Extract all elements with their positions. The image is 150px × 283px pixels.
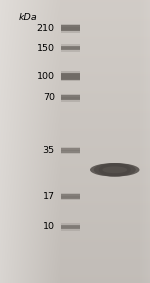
Bar xyxy=(61,194,80,199)
Text: 35: 35 xyxy=(43,146,55,155)
Text: kDa: kDa xyxy=(19,13,38,22)
Ellipse shape xyxy=(102,166,127,173)
Text: 100: 100 xyxy=(37,72,55,81)
Bar xyxy=(61,44,80,49)
Bar xyxy=(61,95,80,100)
Ellipse shape xyxy=(94,163,136,177)
Bar xyxy=(61,193,80,198)
Bar xyxy=(61,46,80,50)
Text: 10: 10 xyxy=(43,222,55,231)
Ellipse shape xyxy=(99,163,131,177)
Bar xyxy=(61,150,80,154)
Bar xyxy=(61,71,80,78)
Bar xyxy=(61,226,80,231)
Bar xyxy=(61,148,80,153)
Bar xyxy=(61,25,80,31)
Bar xyxy=(61,47,80,52)
Bar xyxy=(61,225,80,229)
Bar xyxy=(61,73,80,80)
Text: 70: 70 xyxy=(43,93,55,102)
Bar xyxy=(61,196,80,200)
Bar xyxy=(61,97,80,102)
Text: 210: 210 xyxy=(37,24,55,33)
Ellipse shape xyxy=(90,163,140,177)
Bar xyxy=(61,223,80,228)
Bar xyxy=(61,147,80,151)
Bar xyxy=(61,27,80,33)
Bar xyxy=(61,24,80,30)
Text: 17: 17 xyxy=(43,192,55,201)
Bar xyxy=(61,74,80,82)
Bar xyxy=(61,94,80,99)
Text: 150: 150 xyxy=(37,44,55,53)
